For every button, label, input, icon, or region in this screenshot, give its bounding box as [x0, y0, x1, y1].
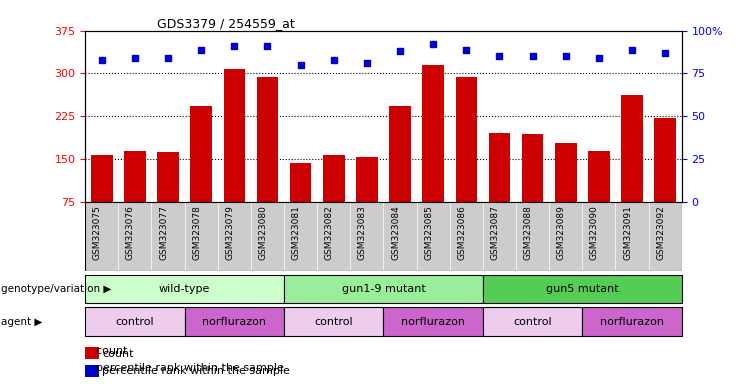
Bar: [654, 118, 676, 202]
Text: genotype/variation ▶: genotype/variation ▶: [1, 284, 112, 294]
Text: GSM323075: GSM323075: [93, 205, 102, 260]
Point: [361, 60, 373, 66]
Bar: [190, 106, 212, 202]
Text: count: count: [102, 349, 134, 359]
Bar: [389, 106, 411, 202]
Text: GSM323092: GSM323092: [656, 205, 665, 260]
Bar: [85, 365, 99, 377]
Point: [196, 46, 207, 53]
Point: [494, 53, 505, 60]
Text: GSM323082: GSM323082: [325, 205, 333, 260]
Text: GSM323091: GSM323091: [623, 205, 632, 260]
Bar: [522, 134, 543, 202]
Bar: [85, 275, 284, 303]
Bar: [422, 65, 444, 202]
Bar: [91, 155, 113, 202]
Point: [527, 53, 539, 60]
Point: [328, 57, 339, 63]
Text: percentile rank within the sample: percentile rank within the sample: [89, 363, 284, 373]
Point: [593, 55, 605, 61]
Bar: [323, 155, 345, 202]
Point: [295, 62, 307, 68]
Text: control: control: [116, 316, 154, 327]
Text: wild-type: wild-type: [159, 284, 210, 294]
Bar: [456, 78, 477, 202]
Text: GDS3379 / 254559_at: GDS3379 / 254559_at: [157, 17, 294, 30]
Bar: [488, 133, 511, 202]
Text: GSM323087: GSM323087: [491, 205, 499, 260]
Bar: [588, 151, 610, 202]
Bar: [157, 152, 179, 202]
Text: control: control: [314, 316, 353, 327]
Point: [129, 55, 141, 61]
Point: [659, 50, 671, 56]
Bar: [85, 307, 185, 336]
Bar: [621, 95, 642, 202]
Text: GSM323080: GSM323080: [259, 205, 268, 260]
Text: control: control: [514, 316, 552, 327]
Text: norflurazon: norflurazon: [202, 316, 266, 327]
Point: [228, 43, 240, 49]
Bar: [124, 151, 146, 202]
Bar: [483, 307, 582, 336]
Point: [428, 41, 439, 48]
Bar: [483, 275, 682, 303]
Bar: [582, 307, 682, 336]
Point: [626, 46, 638, 53]
Bar: [185, 307, 284, 336]
Point: [559, 53, 571, 60]
Text: GSM323085: GSM323085: [424, 205, 433, 260]
Text: count: count: [89, 346, 127, 356]
Bar: [256, 78, 279, 202]
Text: gun1-9 mutant: gun1-9 mutant: [342, 284, 425, 294]
Text: GSM323089: GSM323089: [556, 205, 565, 260]
Text: GSM323088: GSM323088: [524, 205, 533, 260]
Bar: [356, 157, 378, 202]
Bar: [555, 143, 576, 202]
Point: [96, 57, 107, 63]
Text: GSM323090: GSM323090: [590, 205, 599, 260]
Point: [460, 46, 472, 53]
Text: GSM323079: GSM323079: [225, 205, 234, 260]
Bar: [290, 163, 311, 202]
Point: [262, 43, 273, 49]
Bar: [384, 307, 483, 336]
Bar: [85, 347, 99, 359]
Text: GSM323077: GSM323077: [159, 205, 168, 260]
Text: agent ▶: agent ▶: [1, 317, 43, 327]
Text: GSM323078: GSM323078: [192, 205, 202, 260]
Text: norflurazon: norflurazon: [401, 316, 465, 327]
Text: GSM323084: GSM323084: [391, 205, 400, 260]
Bar: [284, 307, 384, 336]
Text: GSM323086: GSM323086: [457, 205, 466, 260]
Bar: [284, 275, 483, 303]
Point: [394, 48, 406, 54]
Text: gun5 mutant: gun5 mutant: [546, 284, 619, 294]
Text: norflurazon: norflurazon: [600, 316, 664, 327]
Bar: [224, 69, 245, 202]
Text: GSM323076: GSM323076: [126, 205, 135, 260]
Text: percentile rank within the sample: percentile rank within the sample: [102, 366, 290, 376]
Text: GSM323083: GSM323083: [358, 205, 367, 260]
Point: [162, 55, 174, 61]
Text: GSM323081: GSM323081: [292, 205, 301, 260]
